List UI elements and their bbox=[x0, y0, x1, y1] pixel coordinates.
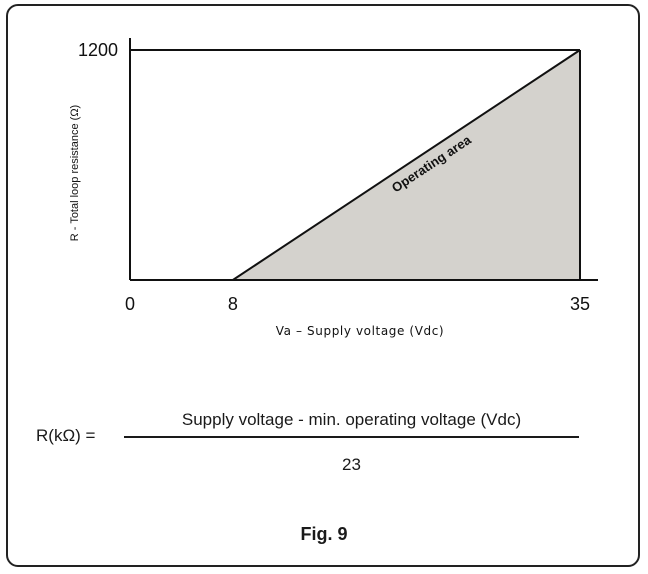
figure-caption: Fig. 9 bbox=[300, 524, 348, 544]
y-tick-label: 1200 bbox=[78, 40, 118, 60]
y-axis-label: R - Total loop resistance (Ω) bbox=[69, 105, 81, 241]
tick-label-layer: 0 8 35 1200 bbox=[78, 40, 590, 314]
x-tick-label: 35 bbox=[570, 294, 590, 314]
formula-fraction-bar bbox=[124, 436, 579, 438]
formula-numerator: Supply voltage - min. operating voltage … bbox=[181, 410, 522, 429]
formula-denominator: 23 bbox=[342, 455, 361, 474]
formula-lhs: R(kΩ) = bbox=[36, 426, 96, 445]
x-tick-label: 0 bbox=[125, 294, 135, 314]
figure-frame bbox=[6, 4, 640, 567]
x-axis-label: Va – Supply voltage (Vdc) bbox=[276, 324, 444, 338]
x-tick-label: 8 bbox=[228, 294, 238, 314]
axis-layer bbox=[129, 38, 598, 281]
